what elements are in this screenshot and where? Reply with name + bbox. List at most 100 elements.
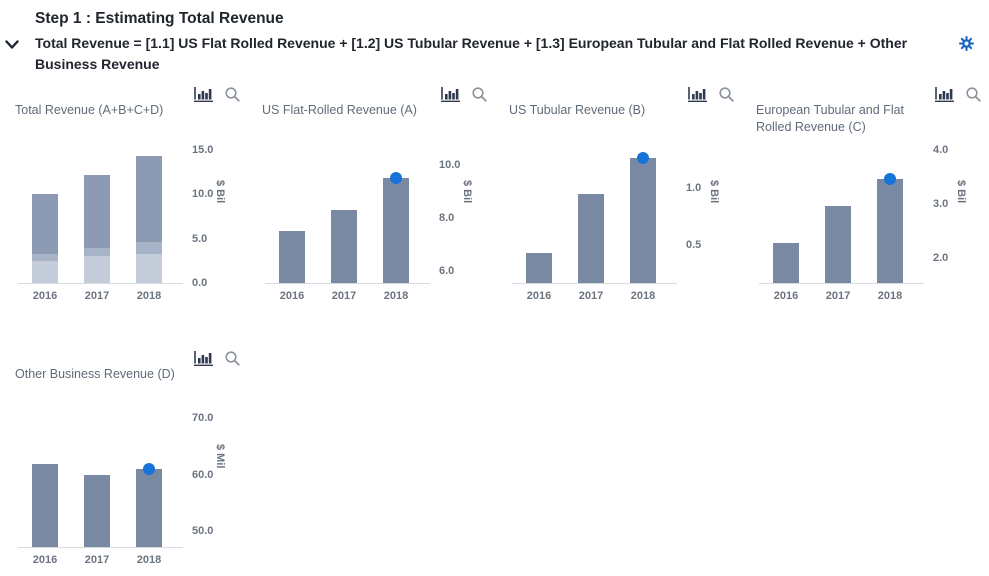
chart-panel-us-tubular: US Tubular Revenue (B) 2016 2017 2018 0.5 1.0… bbox=[494, 85, 741, 335]
bar-segment-stack-top[interactable] bbox=[32, 194, 58, 254]
chart-panel-total-revenue: Total Revenue (A+B+C+D) 2016 2017 2018 0.0 5.… bbox=[0, 85, 247, 335]
bar-segment-stack-middle[interactable] bbox=[84, 248, 110, 257]
x-tick-label: 2016 bbox=[32, 554, 58, 566]
chart-panel-other-business: Other Business Revenue (D) 2016 2017 2018 50… bbox=[0, 349, 247, 576]
forecast-dot[interactable] bbox=[884, 173, 896, 186]
chart-title-other-business: Other Business Revenue (D) bbox=[15, 367, 175, 381]
bar-european-tubular-flat-rolled-2018[interactable] bbox=[877, 179, 903, 283]
x-tick-label: 2018 bbox=[136, 554, 162, 566]
bar-us-tubular-2016[interactable] bbox=[526, 253, 552, 283]
bar-us-flat-rolled-2017[interactable] bbox=[331, 210, 357, 283]
revenue-formula: Total Revenue = [1.1] US Flat Rolled Rev… bbox=[35, 35, 908, 72]
y-tick-label: 4.0 bbox=[933, 143, 949, 156]
chart-title-total-revenue: Total Revenue (A+B+C+D) bbox=[15, 103, 164, 117]
gear-icon[interactable] bbox=[959, 36, 974, 56]
y-tick-label: 6.0 bbox=[439, 265, 455, 278]
bar-segment-stack-top[interactable] bbox=[136, 156, 162, 243]
chart-panel-us-flat-rolled: US Flat-Rolled Revenue (A) 2016 2017 2018 6.… bbox=[247, 85, 494, 335]
bar-chart-icon[interactable] bbox=[688, 87, 707, 107]
bar-chart-icon[interactable] bbox=[194, 351, 213, 371]
forecast-dot[interactable] bbox=[390, 172, 402, 185]
y-tick-label: 8.0 bbox=[439, 212, 455, 225]
bar-total-revenue-2017[interactable] bbox=[84, 174, 110, 283]
y-tick-label: 2.0 bbox=[933, 251, 949, 264]
y-tick-label: 10.0 bbox=[439, 159, 461, 172]
chart-panel-european-tubular-flat-rolled: European Tubular and Flat Rolled Revenue… bbox=[741, 85, 988, 335]
y-tick-label: 5.0 bbox=[192, 232, 208, 245]
chart-toolbar bbox=[441, 87, 487, 107]
x-tick-label: 2017 bbox=[84, 554, 110, 566]
x-tick-label: 2016 bbox=[279, 290, 305, 302]
magnifier-icon[interactable] bbox=[966, 87, 981, 107]
bar-segment-stack-top[interactable] bbox=[84, 174, 110, 249]
magnifier-icon[interactable] bbox=[225, 351, 240, 371]
bar-other-business-2018[interactable] bbox=[136, 469, 162, 547]
y-tick-label: 50.0 bbox=[192, 525, 214, 538]
x-axis-line bbox=[265, 283, 430, 284]
bar-segment-stack-bottom[interactable] bbox=[136, 253, 162, 283]
chart-toolbar bbox=[688, 87, 734, 107]
forecast-dot[interactable] bbox=[143, 463, 155, 475]
y-tick-label: 3.0 bbox=[933, 197, 949, 210]
y-axis-unit: $ Mil bbox=[214, 444, 226, 469]
x-axis-line bbox=[512, 283, 677, 284]
plot-area-us-flat-rolled: 2016 2017 2018 bbox=[262, 140, 430, 302]
chart-title-european-tubular-flat-rolled: European Tubular and Flat Rolled Revenue… bbox=[756, 103, 905, 134]
x-tick-label: 2017 bbox=[331, 290, 357, 302]
bar-us-tubular-2018[interactable] bbox=[630, 158, 656, 283]
magnifier-icon[interactable] bbox=[719, 87, 734, 107]
x-tick-label: 2017 bbox=[825, 290, 851, 302]
bar-segment-stack-bottom[interactable] bbox=[84, 256, 110, 283]
bar-segment-stack-middle[interactable] bbox=[32, 253, 58, 261]
y-axis-unit: $ Bil bbox=[461, 180, 473, 204]
plot-area-other-business: 2016 2017 2018 bbox=[15, 404, 183, 566]
chart-title-us-tubular: US Tubular Revenue (B) bbox=[509, 103, 646, 117]
bar-european-tubular-flat-rolled-2017[interactable] bbox=[825, 205, 851, 283]
bar-chart-icon[interactable] bbox=[441, 87, 460, 107]
bar-us-flat-rolled-2016[interactable] bbox=[279, 231, 305, 283]
chart-title-us-flat-rolled: US Flat-Rolled Revenue (A) bbox=[262, 103, 417, 117]
bar-chart-icon[interactable] bbox=[935, 87, 954, 107]
bar-us-tubular-2017[interactable] bbox=[578, 193, 604, 283]
x-tick-label: 2017 bbox=[84, 290, 110, 302]
chart-toolbar bbox=[194, 87, 240, 107]
y-tick-label: 0.0 bbox=[192, 277, 208, 289]
x-axis-line bbox=[18, 547, 183, 548]
magnifier-icon[interactable] bbox=[225, 87, 240, 107]
chart-toolbar bbox=[194, 351, 240, 371]
page-title: Step 1 : Estimating Total Revenue bbox=[35, 10, 284, 27]
y-tick-label: 10.0 bbox=[192, 188, 214, 201]
y-tick-label: 0.5 bbox=[686, 239, 702, 252]
y-tick-label: 60.0 bbox=[192, 468, 214, 481]
magnifier-icon[interactable] bbox=[472, 87, 487, 107]
y-tick-label: 70.0 bbox=[192, 412, 214, 425]
plot-area-european-tubular-flat-rolled: 2016 2017 2018 bbox=[756, 140, 924, 302]
x-tick-label: 2018 bbox=[630, 290, 656, 302]
forecast-dot[interactable] bbox=[637, 152, 649, 165]
x-tick-label: 2018 bbox=[383, 290, 409, 302]
y-axis-unit: $ Bil bbox=[955, 180, 967, 204]
bar-total-revenue-2016[interactable] bbox=[32, 194, 58, 283]
bar-other-business-2016[interactable] bbox=[32, 463, 58, 547]
y-axis-unit: $ Bil bbox=[214, 180, 226, 204]
x-tick-label: 2017 bbox=[578, 290, 604, 302]
plot-area-total-revenue: 2016 2017 2018 bbox=[15, 140, 183, 302]
x-axis-line bbox=[759, 283, 924, 284]
bar-segment-stack-bottom[interactable] bbox=[32, 260, 58, 283]
bar-segment-stack-middle[interactable] bbox=[136, 242, 162, 254]
y-axis-unit: $ Bil bbox=[708, 180, 720, 204]
chart-toolbar bbox=[935, 87, 981, 107]
x-tick-label: 2016 bbox=[32, 290, 58, 302]
bar-european-tubular-flat-rolled-2016[interactable] bbox=[773, 242, 799, 283]
x-tick-label: 2016 bbox=[773, 290, 799, 302]
x-tick-label: 2018 bbox=[136, 290, 162, 302]
y-tick-label: 15.0 bbox=[192, 143, 214, 156]
y-tick-label: 1.0 bbox=[686, 182, 702, 195]
x-tick-label: 2018 bbox=[877, 290, 903, 302]
bar-chart-icon[interactable] bbox=[194, 87, 213, 107]
bar-total-revenue-2018[interactable] bbox=[136, 156, 162, 283]
plot-area-us-tubular: 2016 2017 2018 bbox=[509, 140, 677, 302]
bar-us-flat-rolled-2018[interactable] bbox=[383, 178, 409, 283]
bar-other-business-2017[interactable] bbox=[84, 474, 110, 547]
chevron-down-icon[interactable] bbox=[5, 37, 19, 55]
